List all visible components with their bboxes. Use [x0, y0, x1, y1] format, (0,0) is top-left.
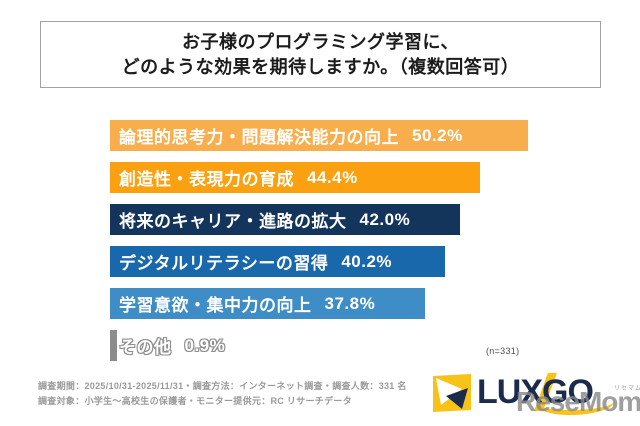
bar-row: 学習意欲・集中力の向上 37.8% — [110, 288, 630, 319]
bar-value: 40.2% — [341, 251, 393, 271]
bar — [110, 162, 480, 193]
bar — [110, 330, 117, 361]
survey-footnote-line2: 調査対象：小学生～高校生の保護者・モニター提供元：RC リサーチデータ — [38, 396, 353, 406]
bar-label: 学習意欲・集中力の向上 37.8% — [119, 288, 375, 319]
bar — [110, 204, 460, 235]
survey-footnote-line1: 調査期間：2025/10/31-2025/11/31・調査方法：インターネット調… — [38, 381, 407, 391]
chart-title-box: お子様のプログラミング学習に、 どのような効果を期待しますか。（複数回答可） — [40, 21, 601, 88]
survey-footnote: 調査期間：2025/10/31-2025/11/31・調査方法：インターネット調… — [38, 379, 407, 409]
bar-label: デジタルリテラシーの習得 40.2% — [119, 246, 392, 277]
bar-row: 論理的思考力・問題解決能力の向上 50.2% — [110, 120, 630, 151]
bar-value: 42.0% — [359, 209, 411, 229]
bar-value: 0.9% — [184, 335, 226, 356]
bar — [110, 246, 445, 277]
bar-category: 将来のキャリア・進路の拡大 — [119, 212, 347, 231]
bar-row: デジタルリテラシーの習得 40.2% — [110, 246, 630, 277]
bar-category: 創造性・表現力の育成 — [119, 170, 294, 189]
bar-value: 44.4% — [307, 167, 358, 187]
bar-category: その他 — [118, 337, 172, 358]
luxgo-wordmark: LUXGO — [477, 372, 627, 416]
bar-label: 論理的思考力・問題解決能力の向上 50.2% — [119, 120, 463, 151]
chart-title-line2: どのような効果を期待しますか。（複数回答可） — [121, 56, 520, 77]
luxgo-logo-icon — [433, 374, 471, 412]
bar-value: 50.2% — [412, 125, 463, 145]
bar — [110, 288, 425, 319]
bar-category: 論理的思考力・問題解決能力の向上 — [119, 128, 399, 147]
bar-label: 将来のキャリア・進路の拡大 42.0% — [119, 204, 410, 235]
sample-size-note: (n=331) — [486, 346, 520, 356]
bar-category: 学習意欲・集中力の向上 — [119, 296, 312, 315]
bar-rows: 論理的思考力・問題解決能力の向上 50.2% 創造性・表現力の育成 44.4% 将来のキ… — [110, 120, 630, 372]
bar-category: デジタルリテラシーの習得 — [119, 254, 329, 273]
resemom-watermark: ReseMom. リセマム — [516, 386, 640, 418]
chart-title-line1: お子様のプログラミング学習に、 — [182, 31, 459, 52]
bar-row: 創造性・表現力の育成 44.4% — [110, 162, 630, 193]
luxgo-yellow-swoosh — [537, 390, 615, 415]
bar-row: その他 0.9% — [110, 330, 630, 361]
bar-row: 将来のキャリア・進路の拡大 42.0% — [110, 204, 630, 235]
bar-label: 創造性・表現力の育成 44.4% — [119, 162, 358, 193]
resemom-ruby: リセマム — [614, 386, 640, 392]
bar — [110, 120, 528, 151]
bar-value: 37.8% — [324, 293, 376, 313]
luxgo-logo: LUXGO ReseMom. リセマム — [430, 372, 640, 424]
bar-label: その他 0.9% — [118, 330, 226, 361]
resemom-watermark-text: ReseMom. — [516, 386, 640, 417]
